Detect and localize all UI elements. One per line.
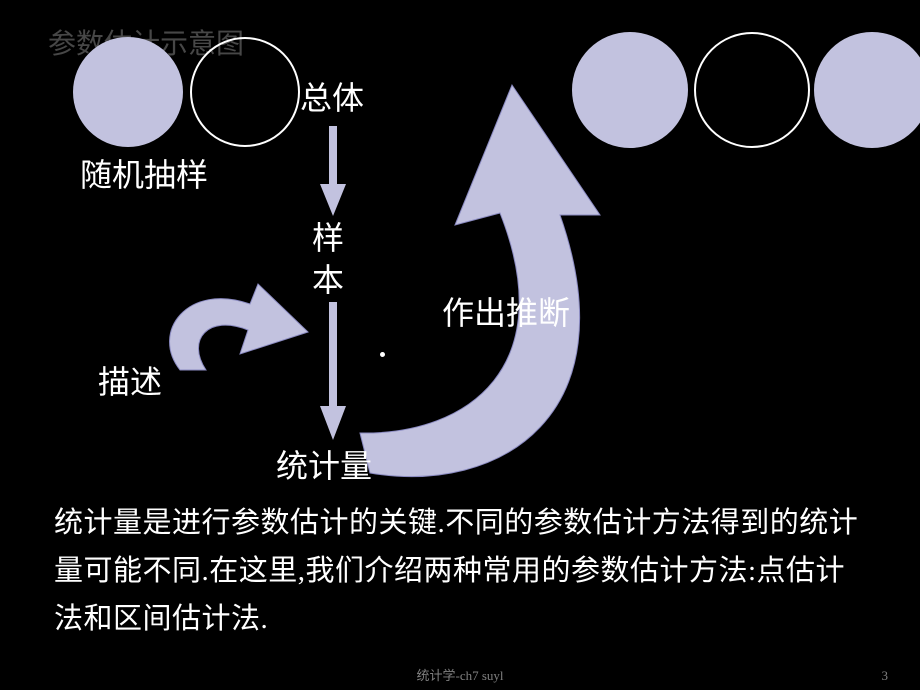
marker-dot xyxy=(380,352,385,357)
body-paragraph: 统计量是进行参数估计的关键.不同的参数估计方法得到的统计量可能不同.在这里,我们… xyxy=(54,500,874,644)
curved-arrow-small-path xyxy=(170,284,308,370)
label-sample: 样 本 xyxy=(312,218,344,301)
curved-arrow-small xyxy=(158,272,318,400)
arrow-down-1 xyxy=(318,126,348,218)
deco-circle-5 xyxy=(814,32,920,148)
arrow-down-2 xyxy=(318,302,348,442)
curved-arrow-large-path xyxy=(360,85,600,477)
footer-center: 统计学-ch7 suyl xyxy=(416,665,503,684)
deco-circle-4 xyxy=(694,32,810,148)
deco-circle-1 xyxy=(73,37,183,147)
label-inference: 作出推断 xyxy=(442,293,570,335)
label-population: 总体 xyxy=(300,78,364,120)
footer-page-number: 3 xyxy=(882,668,889,684)
label-sampling: 随机抽样 xyxy=(80,155,208,197)
label-describe: 描述 xyxy=(98,362,162,404)
label-statistic: 统计量 xyxy=(276,446,372,488)
deco-circle-2 xyxy=(190,37,300,147)
